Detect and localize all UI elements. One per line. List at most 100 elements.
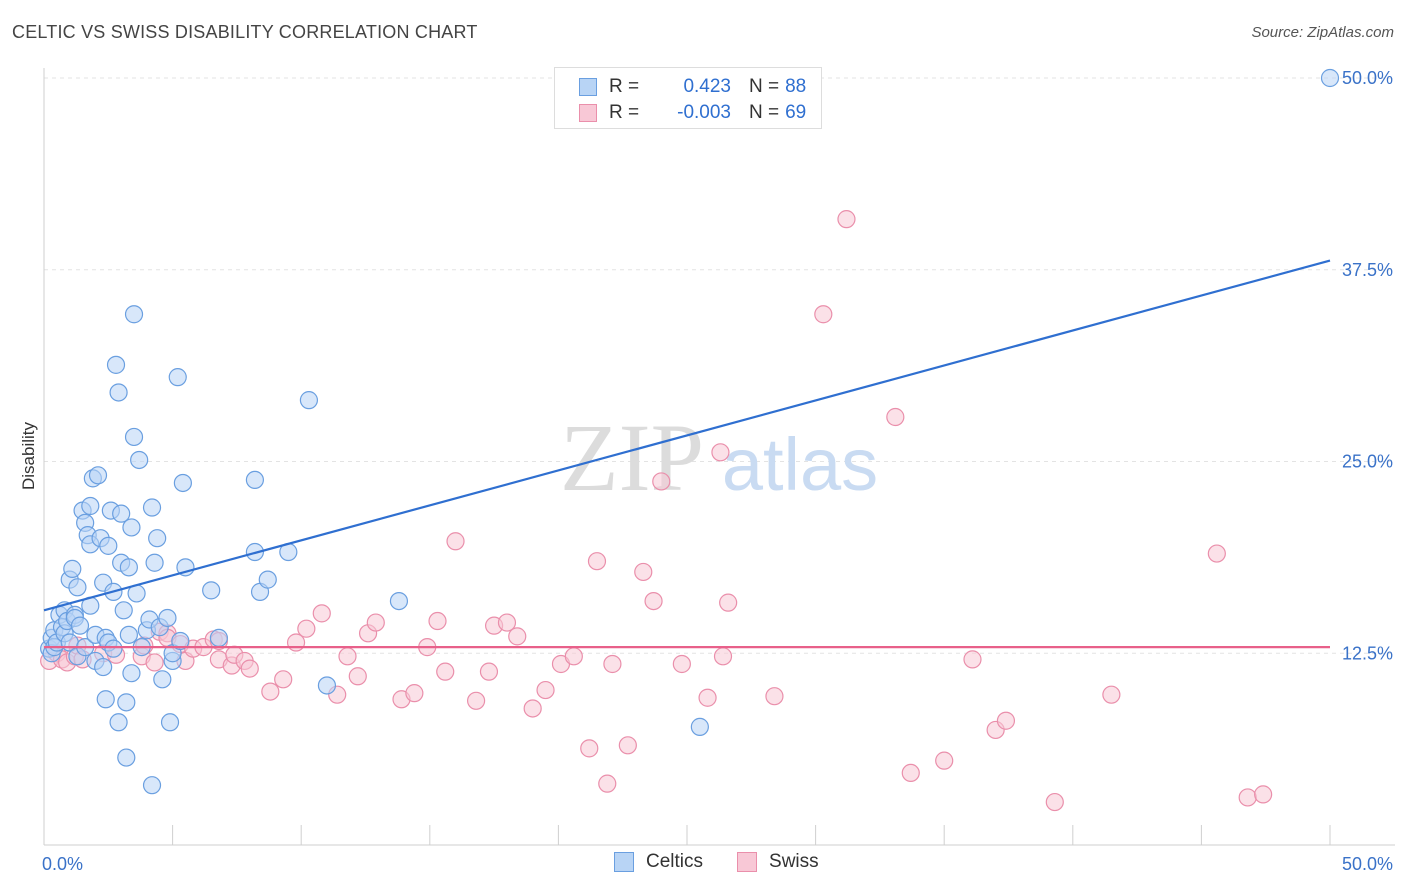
- celtics-point: [258, 570, 277, 589]
- celtics-point: [690, 717, 709, 736]
- r-label: R =: [609, 76, 640, 97]
- legend-item-swiss[interactable]: Swiss: [737, 851, 819, 873]
- celtics-point: [389, 591, 409, 611]
- swiss-point: [618, 736, 637, 755]
- swiss-point: [1207, 544, 1226, 563]
- celtics-point: [63, 559, 82, 578]
- celtics-point: [171, 631, 190, 651]
- swiss-point: [713, 647, 733, 666]
- swiss-point: [446, 532, 465, 551]
- celtics-point: [81, 496, 100, 516]
- swiss-legend-swatch: [737, 852, 758, 872]
- swiss-point: [634, 562, 653, 582]
- swiss-swatch: [579, 104, 597, 122]
- celtics-point: [130, 450, 149, 470]
- swiss-point: [837, 210, 856, 229]
- r-value: 0.423: [683, 76, 731, 97]
- series-legend: Celtics Swiss: [614, 851, 853, 873]
- n-value: 69: [785, 102, 807, 123]
- n-label: N =: [749, 76, 780, 97]
- swiss-point: [765, 687, 784, 706]
- swiss-point: [886, 407, 905, 427]
- celtics-point: [209, 628, 228, 648]
- swiss-point: [348, 667, 367, 686]
- swiss-point: [338, 647, 357, 666]
- celtics-point: [124, 305, 144, 324]
- celtics-point: [96, 690, 115, 709]
- legend-item-celtics[interactable]: Celtics: [614, 851, 703, 873]
- n-label: N =: [749, 102, 780, 123]
- swiss-point: [672, 654, 691, 674]
- celtics-point: [173, 473, 192, 493]
- swiss-point: [366, 613, 385, 632]
- swiss-point: [814, 305, 833, 324]
- x-tick-label: 50.0%: [1342, 854, 1393, 874]
- celtics-point: [160, 713, 180, 732]
- celtics-point: [119, 625, 138, 644]
- celtics-point: [148, 529, 167, 548]
- celtics-point: [245, 470, 265, 490]
- celtics-point: [109, 713, 128, 732]
- celtics-point: [142, 498, 162, 517]
- celtics-point: [158, 608, 177, 628]
- swiss-point: [996, 711, 1016, 730]
- swiss-point: [508, 627, 527, 646]
- r-label: R =: [609, 102, 640, 123]
- swiss-point: [436, 662, 455, 681]
- stats-row-celtics: R = 0.423 N = 88: [579, 74, 806, 100]
- swiss-point: [261, 682, 280, 701]
- swiss-point: [405, 684, 424, 703]
- celtics-point: [299, 391, 319, 410]
- celtics-point: [168, 368, 187, 387]
- celtics-point: [124, 427, 144, 447]
- swiss-point: [312, 604, 331, 623]
- swiss-point: [698, 688, 717, 707]
- tick-label-layer: 12.5% 25.0% 37.5% 50.0% 0.0% 50.0%: [42, 68, 1393, 874]
- celtics-point: [99, 536, 118, 555]
- celtics-point: [109, 383, 128, 402]
- legend-label-swiss: Swiss: [769, 851, 819, 872]
- celtics-point: [1320, 68, 1340, 88]
- swiss-point: [479, 662, 499, 681]
- swiss-point: [1238, 788, 1257, 807]
- swiss-point: [428, 611, 447, 631]
- swiss-point: [901, 763, 920, 783]
- celtics-point: [68, 578, 87, 597]
- celtics-point: [153, 670, 172, 689]
- y-tick-label: 37.5%: [1342, 260, 1393, 280]
- celtics-point: [112, 504, 131, 523]
- y-axis-label: Disability: [19, 421, 38, 490]
- swiss-point: [240, 659, 259, 678]
- stats-legend: R = 0.423 N = 88 R = -0.003 N = 69: [554, 67, 822, 129]
- axis-layer: [43, 68, 1395, 846]
- swiss-point: [598, 774, 617, 793]
- swiss-point: [297, 619, 316, 638]
- swiss-point: [1045, 792, 1064, 812]
- trend-layer: [43, 259, 1331, 649]
- swiss-point: [466, 691, 486, 710]
- swiss-point: [497, 613, 517, 632]
- celtics-point: [122, 518, 141, 537]
- watermark: ZIP atlas: [560, 404, 878, 511]
- swiss-point: [536, 680, 555, 700]
- celtics-point: [145, 553, 164, 572]
- celtics-point: [202, 581, 221, 600]
- celtics-swatch: [579, 78, 597, 96]
- swiss-point: [1102, 685, 1121, 704]
- chart-title: CELTIC VS SWISS DISABILITY CORRELATION C…: [12, 22, 478, 42]
- n-value: 88: [785, 76, 807, 97]
- stats-row-swiss: R = -0.003 N = 69: [579, 100, 806, 126]
- celtics-legend-swatch: [614, 852, 634, 872]
- swiss-point: [145, 653, 164, 672]
- swiss-point: [587, 552, 607, 571]
- points-layer: [40, 68, 1340, 812]
- source-label: Source: ZipAtlas.com: [1251, 24, 1394, 41]
- swiss-point: [711, 443, 730, 462]
- celtics-point: [88, 466, 108, 485]
- x-tick-label: 0.0%: [42, 854, 83, 874]
- swiss-point: [580, 739, 599, 758]
- celtics-point: [117, 748, 136, 767]
- celtics-point: [94, 657, 113, 677]
- r-value: -0.003: [677, 102, 731, 123]
